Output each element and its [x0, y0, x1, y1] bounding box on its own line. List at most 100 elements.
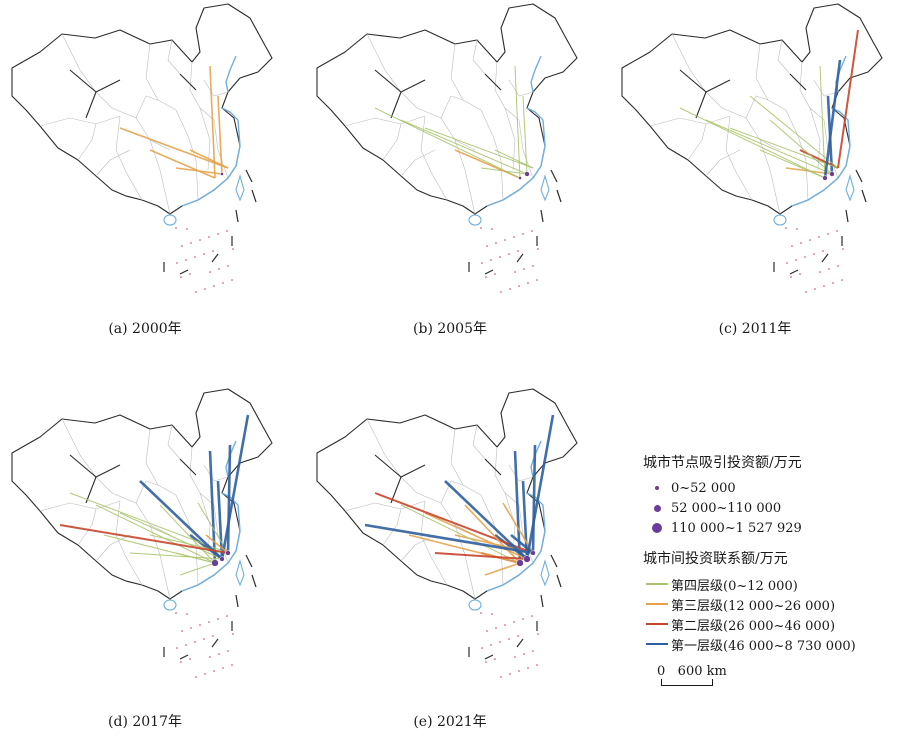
investment-link: [95, 504, 216, 564]
nine-dash-line: [235, 594, 239, 608]
island-dot: [490, 644, 492, 646]
province-boundary: [440, 480, 464, 504]
island-dot: [527, 667, 529, 669]
investment-link: [159, 504, 216, 564]
province-boundary: [175, 109, 199, 201]
island-dot: [481, 262, 483, 264]
province-boundary: [759, 139, 781, 215]
island-dot: [194, 256, 196, 258]
nine-dash-line: [484, 654, 494, 660]
island-dot: [189, 273, 191, 275]
city-node: [523, 555, 531, 563]
node-dot-large-icon: [652, 523, 662, 533]
province-boundary: [213, 504, 229, 564]
island-dot: [532, 265, 534, 267]
province-boundary: [671, 33, 723, 109]
province-boundary: [400, 149, 436, 177]
island-dot: [213, 670, 215, 672]
nine-dash-line: [855, 169, 863, 183]
island-dot: [536, 664, 538, 666]
province-boundary: [755, 43, 787, 111]
investment-link: [502, 502, 534, 554]
island-dot: [180, 276, 182, 278]
province-outline: [374, 454, 502, 504]
hainan-island: [163, 214, 177, 226]
province-boundary: [135, 480, 159, 504]
island-dot: [181, 245, 183, 247]
coastline: [486, 55, 546, 207]
nine-dash-line: [516, 253, 524, 263]
island-dot: [518, 670, 520, 672]
island-dot: [490, 259, 492, 261]
island-dot: [508, 253, 510, 255]
link-legend-label: 第三层级(12 000~26 000): [671, 598, 836, 614]
island-dot: [504, 624, 506, 626]
province-boundary: [472, 424, 486, 460]
island-dot: [190, 242, 192, 244]
island-dot: [522, 618, 524, 620]
island-dot: [837, 265, 839, 267]
investment-link: [513, 450, 522, 564]
province-boundary: [813, 79, 839, 97]
investment-link: [226, 444, 232, 554]
panel-caption: (e) 2021年: [413, 714, 487, 730]
island-dot: [175, 612, 177, 614]
nine-dash-line: [821, 253, 829, 263]
island-dot: [827, 233, 829, 235]
investment-link: [531, 444, 537, 554]
province-boundary: [61, 418, 113, 494]
island-dot: [176, 262, 178, 264]
hainan-island: [163, 599, 177, 611]
province-boundary: [167, 39, 181, 75]
investment-link: [729, 127, 839, 169]
coastline: [181, 55, 241, 207]
province-boundary: [145, 428, 177, 496]
investment-link: [749, 95, 839, 169]
city-node: [518, 176, 522, 180]
province-boundary: [450, 428, 482, 496]
province-boundary: [189, 446, 215, 506]
link-legend-title: 城市间投资联系额/万元: [643, 551, 788, 567]
island-dot: [818, 236, 820, 238]
province-boundary: [145, 43, 177, 111]
island-dot: [504, 239, 506, 241]
investment-link: [103, 534, 216, 564]
investment-link: [514, 65, 521, 179]
island-dot: [823, 285, 825, 287]
node-legend-label: 0~52 000: [671, 480, 736, 496]
province-boundary: [480, 494, 504, 586]
investment-link: [823, 59, 842, 179]
investment-link: [484, 562, 521, 576]
island-dot: [513, 621, 515, 623]
island-dot: [185, 644, 187, 646]
island-dot: [513, 236, 515, 238]
island-dot: [175, 227, 177, 229]
investment-link: [705, 119, 833, 175]
island-dot: [217, 233, 219, 235]
island-dot: [491, 613, 493, 615]
province-boundary: [77, 508, 97, 546]
investment-link: [434, 552, 528, 560]
island-dot: [813, 253, 815, 255]
nine-dash-line: [861, 189, 867, 203]
island-dot: [176, 647, 178, 649]
island-dot: [480, 227, 482, 229]
province-boundary: [785, 109, 809, 201]
province-boundary: [416, 492, 476, 536]
province-boundary: [115, 500, 143, 586]
map-panel-2011: (c) 2011年: [610, 0, 900, 337]
nine-dash-line: [211, 638, 219, 648]
island-dot: [495, 242, 497, 244]
island-dot: [481, 647, 483, 649]
island-dot: [186, 613, 188, 615]
island-dot: [190, 627, 192, 629]
province-boundary: [400, 534, 436, 562]
link-legend-item: 第四层级(0~12 000): [643, 574, 898, 594]
island-dot: [209, 656, 211, 658]
province-boundary: [480, 109, 504, 201]
island-dot: [786, 262, 788, 264]
island-dot: [204, 288, 206, 290]
investment-link: [522, 95, 528, 175]
node-legend-item: 110 000~1 527 929: [643, 518, 898, 538]
island-dot: [495, 627, 497, 629]
